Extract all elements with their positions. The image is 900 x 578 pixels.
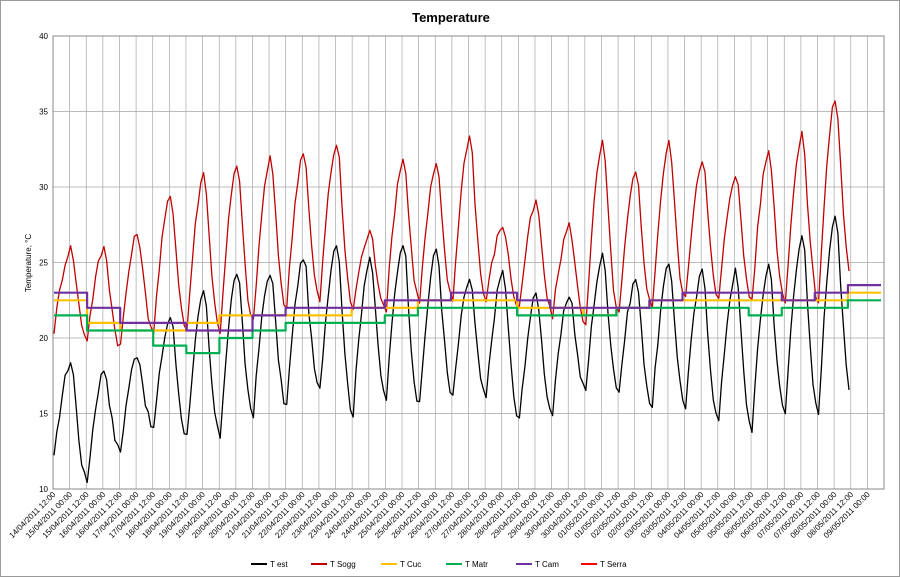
y-tick-label: 10 [39,485,48,494]
y-tick-label: 30 [39,183,48,192]
plot-area [52,35,885,490]
series-group [53,100,881,484]
y-tick-labels: 10 15 20 25 30 35 40 [39,32,48,494]
legend-label-t-est: T est [270,560,288,569]
y-tick-label: 25 [39,259,48,268]
y-tick-label: 35 [39,108,48,117]
y-axis-label: Temperature, °C [24,234,33,293]
series-line-t-cam [54,284,881,332]
legend-label-t-cam: T Cam [535,560,559,569]
y-tick-label: 20 [39,334,48,343]
legend-label-t-cuc: T Cuc [400,560,421,569]
y-tick-label: 40 [39,32,48,41]
legend-label-t-sogg: T Sogg [330,560,356,569]
chart-title: Temperature [412,10,490,25]
series-line-t-sogg [53,100,850,347]
grid [53,35,884,490]
series-line-t-cuc [54,291,881,332]
series-line-t-est [53,215,850,484]
legend: T est T Sogg T Cuc T Matr T Cam T Serra [251,560,627,569]
legend-label-t-matr: T Matr [465,560,488,569]
series-line-t-matr [54,299,881,355]
y-tick-label: 15 [39,410,48,419]
legend-label-t-serra: T Serra [600,560,627,569]
